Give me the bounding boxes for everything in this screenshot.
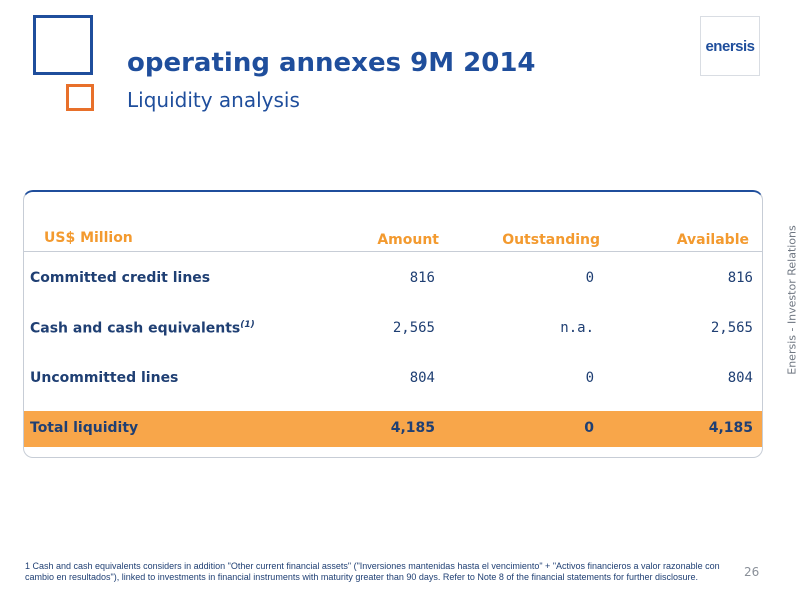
available-cell: 804 bbox=[727, 370, 753, 386]
column-header-amount: Amount bbox=[377, 232, 439, 248]
table-row: Cash and cash equivalents(1) 2,565 n.a. … bbox=[24, 311, 762, 347]
outstanding-cell: 0 bbox=[585, 370, 594, 386]
amount-cell: 804 bbox=[409, 370, 435, 386]
outstanding-cell: 0 bbox=[585, 270, 594, 286]
row-label: Committed credit lines bbox=[30, 270, 211, 286]
total-row: Total liquidity 4,185 0 4,185 bbox=[24, 411, 762, 447]
page-number: 26 bbox=[744, 565, 760, 579]
total-label: Total liquidity bbox=[30, 420, 139, 436]
page-title: operating annexes 9M 2014 bbox=[127, 48, 536, 78]
footnote: 1 Cash and cash equivalents considers in… bbox=[25, 561, 720, 582]
outstanding-cell: n.a. bbox=[560, 320, 594, 336]
total-outstanding-cell: 0 bbox=[584, 420, 594, 436]
logo-text: enersis bbox=[705, 37, 755, 55]
available-cell: 816 bbox=[727, 270, 753, 286]
liquidity-table: US$ Million Amount Outstanding Available… bbox=[23, 190, 763, 458]
side-label: Enersis - Investor Relations bbox=[785, 225, 799, 375]
amount-cell: 2,565 bbox=[392, 320, 435, 336]
column-header-outstanding: Outstanding bbox=[502, 232, 600, 248]
row-label-text: Cash and cash equivalents bbox=[30, 320, 241, 337]
total-available-cell: 4,185 bbox=[708, 420, 753, 436]
table-header-row: US$ Million Amount Outstanding Available bbox=[24, 208, 762, 252]
amount-cell: 816 bbox=[409, 270, 435, 286]
row-label: Uncommitted lines bbox=[30, 370, 179, 386]
unit-label: US$ Million bbox=[44, 230, 133, 246]
table-row: Committed credit lines 816 0 816 bbox=[24, 261, 762, 297]
column-header-available: Available bbox=[676, 232, 749, 248]
row-label: Cash and cash equivalents(1) bbox=[30, 320, 255, 337]
page-subtitle: Liquidity analysis bbox=[127, 88, 300, 112]
total-amount-cell: 4,185 bbox=[390, 420, 435, 436]
table-row: Uncommitted lines 804 0 804 bbox=[24, 361, 762, 397]
enersis-logo: enersis bbox=[700, 16, 760, 76]
available-cell: 2,565 bbox=[710, 320, 753, 336]
decorative-large-square bbox=[33, 15, 93, 75]
decorative-small-square bbox=[66, 84, 94, 111]
footnote-marker: (1) bbox=[240, 320, 255, 330]
